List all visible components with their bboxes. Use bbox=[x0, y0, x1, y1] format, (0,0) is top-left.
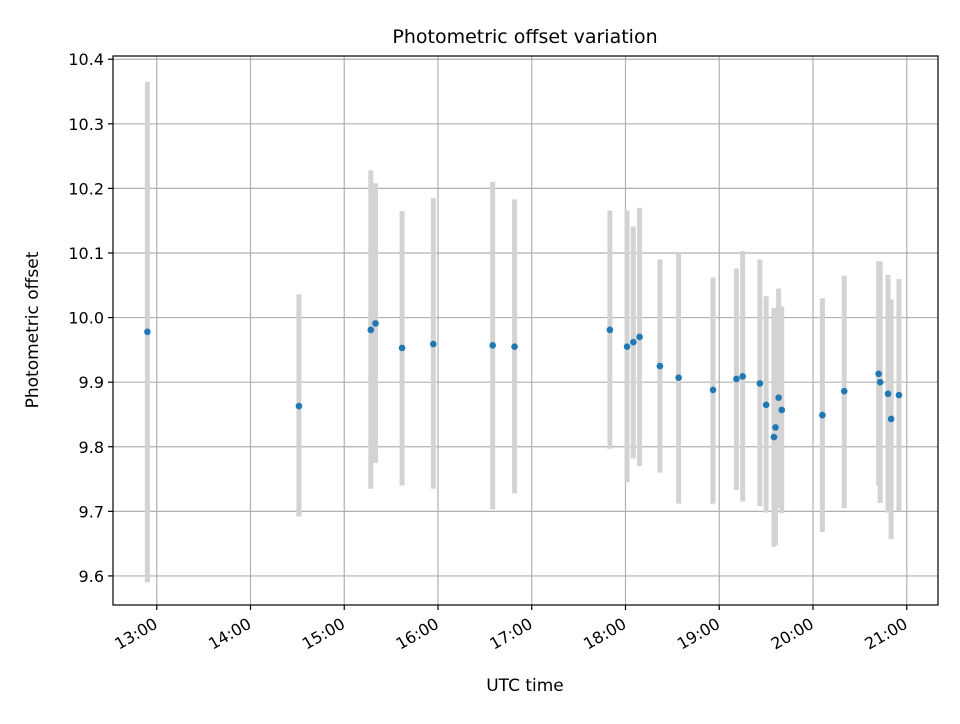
data-point bbox=[895, 391, 903, 399]
data-point bbox=[875, 370, 882, 378]
data-point bbox=[367, 326, 375, 334]
data-point bbox=[733, 375, 740, 383]
data-point bbox=[489, 342, 496, 349]
point-layer bbox=[144, 320, 903, 441]
data-point bbox=[372, 320, 379, 327]
data-point bbox=[876, 378, 884, 386]
y-tick-label: 9.9 bbox=[79, 373, 104, 392]
data-point bbox=[606, 326, 614, 334]
data-point bbox=[778, 406, 786, 414]
data-point bbox=[770, 433, 778, 441]
data-point bbox=[840, 387, 848, 395]
y-tick-label: 9.6 bbox=[79, 567, 104, 586]
y-tick-label: 10.0 bbox=[68, 309, 104, 328]
data-point bbox=[819, 411, 826, 419]
data-point bbox=[636, 333, 643, 341]
grid-layer bbox=[113, 56, 938, 605]
y-tick-label: 9.7 bbox=[79, 502, 104, 521]
data-point bbox=[295, 402, 303, 410]
y-tick-label: 10.3 bbox=[68, 115, 104, 134]
y-tick-label: 10.4 bbox=[68, 50, 104, 69]
y-axis-label: Photometric offset bbox=[23, 251, 43, 408]
data-point bbox=[630, 338, 637, 346]
data-point bbox=[762, 401, 770, 409]
data-point bbox=[772, 424, 779, 431]
data-point bbox=[739, 373, 746, 380]
data-point bbox=[511, 343, 518, 350]
y-tick-label: 9.8 bbox=[79, 438, 104, 457]
data-point bbox=[144, 328, 151, 336]
data-point bbox=[656, 362, 664, 370]
data-point bbox=[775, 394, 782, 401]
y-tick-label: 10.2 bbox=[68, 179, 104, 198]
data-point bbox=[887, 415, 895, 423]
data-point bbox=[623, 343, 631, 350]
data-point bbox=[430, 340, 437, 348]
data-point bbox=[398, 344, 406, 352]
chart-title: Photometric offset variation bbox=[392, 26, 657, 48]
data-point bbox=[675, 374, 682, 381]
x-axis-label: UTC time bbox=[486, 676, 564, 696]
y-tick-label: 10.1 bbox=[68, 244, 104, 263]
plot-frame bbox=[112, 55, 939, 606]
data-point bbox=[884, 390, 892, 398]
y-axis: 9.6 9.7 9.8 9.9 10.0 10.1 10.2 10.3 10.4 bbox=[68, 50, 113, 586]
data-point bbox=[756, 380, 764, 387]
data-point bbox=[709, 386, 717, 394]
